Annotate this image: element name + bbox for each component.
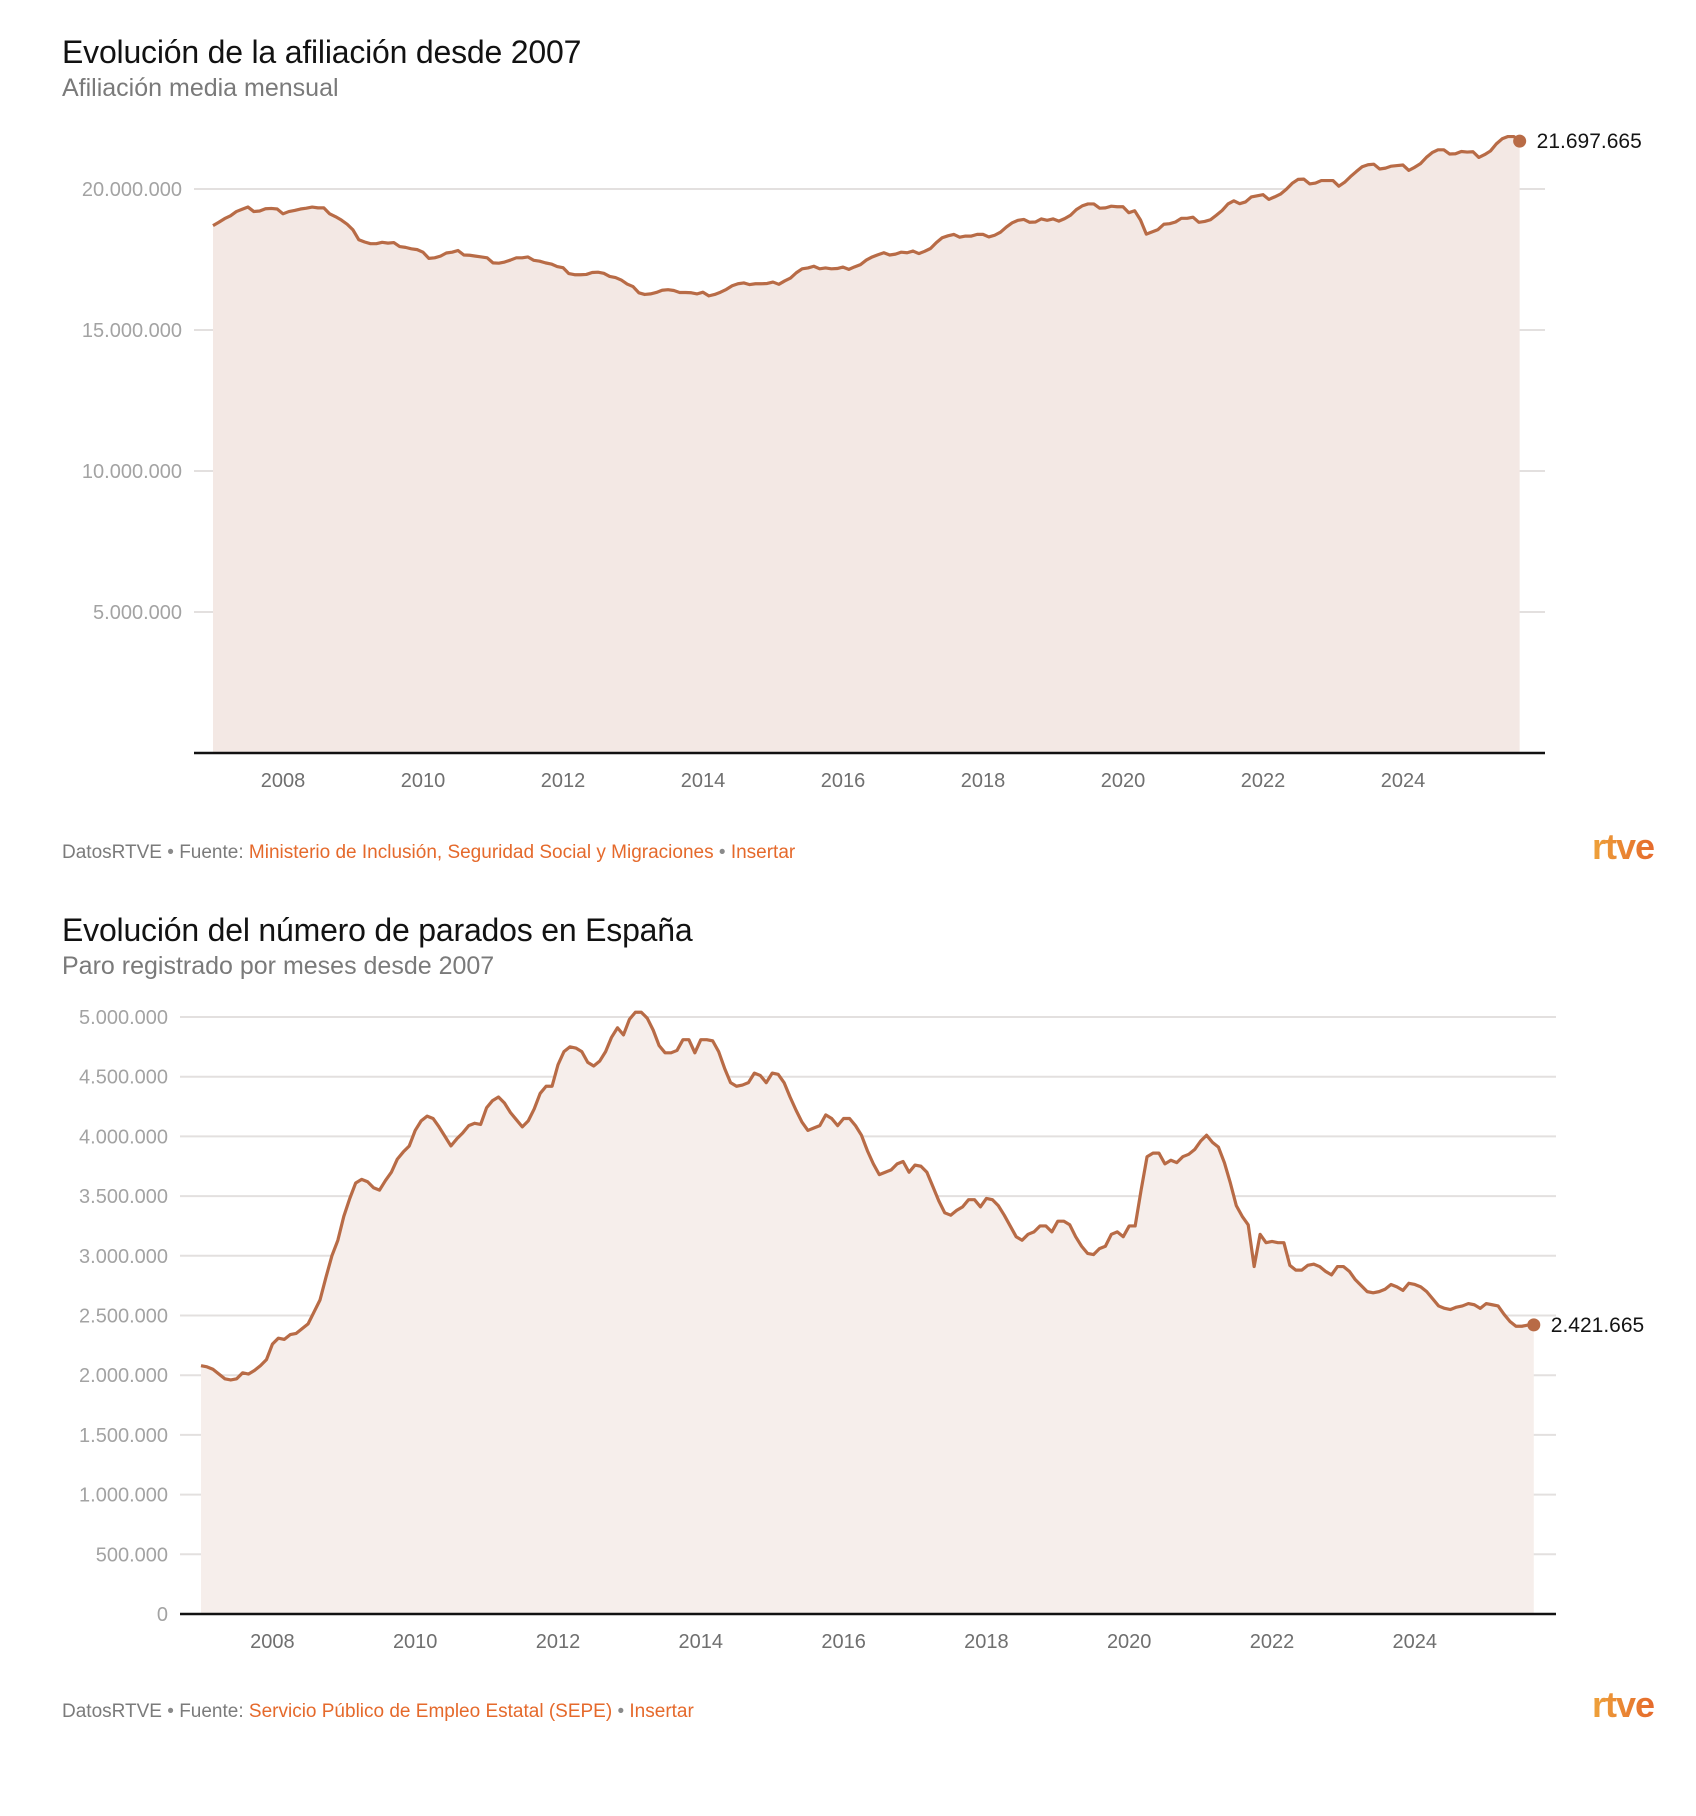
series-line: [212, 134, 1521, 298]
series-area: [201, 1012, 1534, 1614]
x-tick-label: 2022: [1250, 1631, 1295, 1653]
y-tick-label: 2.500.000: [79, 1306, 168, 1328]
chart-1-subtitle: Afiliación media mensual: [62, 74, 339, 102]
chart-2-subtitle: Paro registrado por meses desde 2007: [62, 952, 495, 980]
x-tick-label: 2008: [250, 1631, 295, 1653]
chart-1-affiliation: 5.000.00010.000.00015.000.00020.000.000 …: [82, 130, 1642, 792]
x-tick-label: 2010: [393, 1631, 438, 1653]
y-axis-labels: 0 500.000 1.000.000 1.500.000 2.000.000 2.500…: [79, 1007, 168, 1626]
y-tick-label: 4.500.000: [79, 1067, 168, 1089]
x-tick-label: 2014: [681, 770, 726, 792]
last-value-label: 21.697.665: [1537, 130, 1642, 153]
source-link[interactable]: Ministerio de Inclusión, Seguridad Socia…: [248, 842, 714, 863]
y-tick-label: 5.000.000: [93, 602, 182, 624]
series-line: [200, 1010, 1534, 1382]
chart-1-footer: DatosRTVE • Fuente: Ministerio de Inclus…: [62, 842, 795, 864]
chart-2-title: Evolución del número de parados en Españ…: [62, 912, 693, 948]
last-point-marker[interactable]: [1513, 134, 1527, 148]
y-tick-label: 1.500.000: [79, 1425, 168, 1447]
separator: •: [617, 1701, 625, 1722]
y-tick-label: 3.500.000: [79, 1186, 168, 1208]
x-tick-label: 2012: [536, 1631, 581, 1653]
x-tick-label: 2014: [679, 1631, 724, 1653]
last-value-label: 2.421.665: [1551, 1314, 1644, 1337]
x-axis-labels: 2008 2010 2012 2014 2016 2018 2020 2022 2024: [261, 770, 1426, 792]
x-tick-label: 2020: [1101, 770, 1146, 792]
embed-link[interactable]: Insertar: [730, 842, 796, 863]
separator: •: [167, 1701, 174, 1722]
y-tick-label: 15.000.000: [82, 320, 182, 342]
y-tick-label: 10.000.000: [82, 461, 182, 483]
source-link[interactable]: Servicio Público de Empleo Estatal (SEPE…: [248, 1701, 613, 1722]
x-tick-label: 2016: [821, 770, 866, 792]
x-tick-label: 2016: [821, 1631, 866, 1653]
y-tick-label: 2.000.000: [79, 1365, 168, 1387]
x-tick-label: 2010: [401, 770, 446, 792]
y-tick-label: 4.000.000: [79, 1126, 168, 1148]
brand-label: DatosRTVE: [62, 842, 162, 863]
embed-link[interactable]: Insertar: [629, 1701, 694, 1722]
brand-label: DatosRTVE: [62, 1701, 162, 1722]
chart-2-footer: DatosRTVE • Fuente: Servicio Público de …: [62, 1701, 694, 1723]
x-tick-label: 2020: [1107, 1631, 1152, 1653]
source-label: Fuente:: [179, 842, 244, 863]
separator: •: [167, 842, 174, 863]
y-tick-label: 500.000: [96, 1544, 168, 1566]
x-tick-label: 2024: [1381, 770, 1426, 792]
y-tick-label: 0: [157, 1604, 168, 1626]
x-tick-label: 2024: [1393, 1631, 1438, 1653]
y-tick-label: 1.000.000: [79, 1485, 168, 1507]
chart-1-title: Evolución de la afiliación desde 2007: [62, 34, 582, 70]
y-axis-labels: 5.000.000 10.000.000 15.000.000 20.000.000: [82, 179, 182, 624]
y-tick-label: 20.000.000: [82, 179, 182, 201]
x-tick-label: 2022: [1241, 770, 1286, 792]
rtve-logo[interactable]: rtve: [1592, 826, 1655, 867]
x-tick-label: 2018: [964, 1631, 1009, 1653]
x-axis-labels: 2008 2010 2012 2014 2016 2018 2020 2022 2024: [250, 1631, 1437, 1653]
x-tick-label: 2008: [261, 770, 306, 792]
source-label: Fuente:: [179, 1701, 244, 1722]
y-tick-label: 3.000.000: [79, 1246, 168, 1268]
rtve-logo[interactable]: rtve: [1592, 1684, 1655, 1725]
last-point-marker[interactable]: [1527, 1318, 1541, 1332]
x-tick-label: 2012: [541, 770, 586, 792]
separator: •: [718, 842, 726, 863]
x-tick-label: 2018: [961, 770, 1006, 792]
series-area: [213, 136, 1520, 754]
y-tick-label: 5.000.000: [79, 1007, 168, 1029]
